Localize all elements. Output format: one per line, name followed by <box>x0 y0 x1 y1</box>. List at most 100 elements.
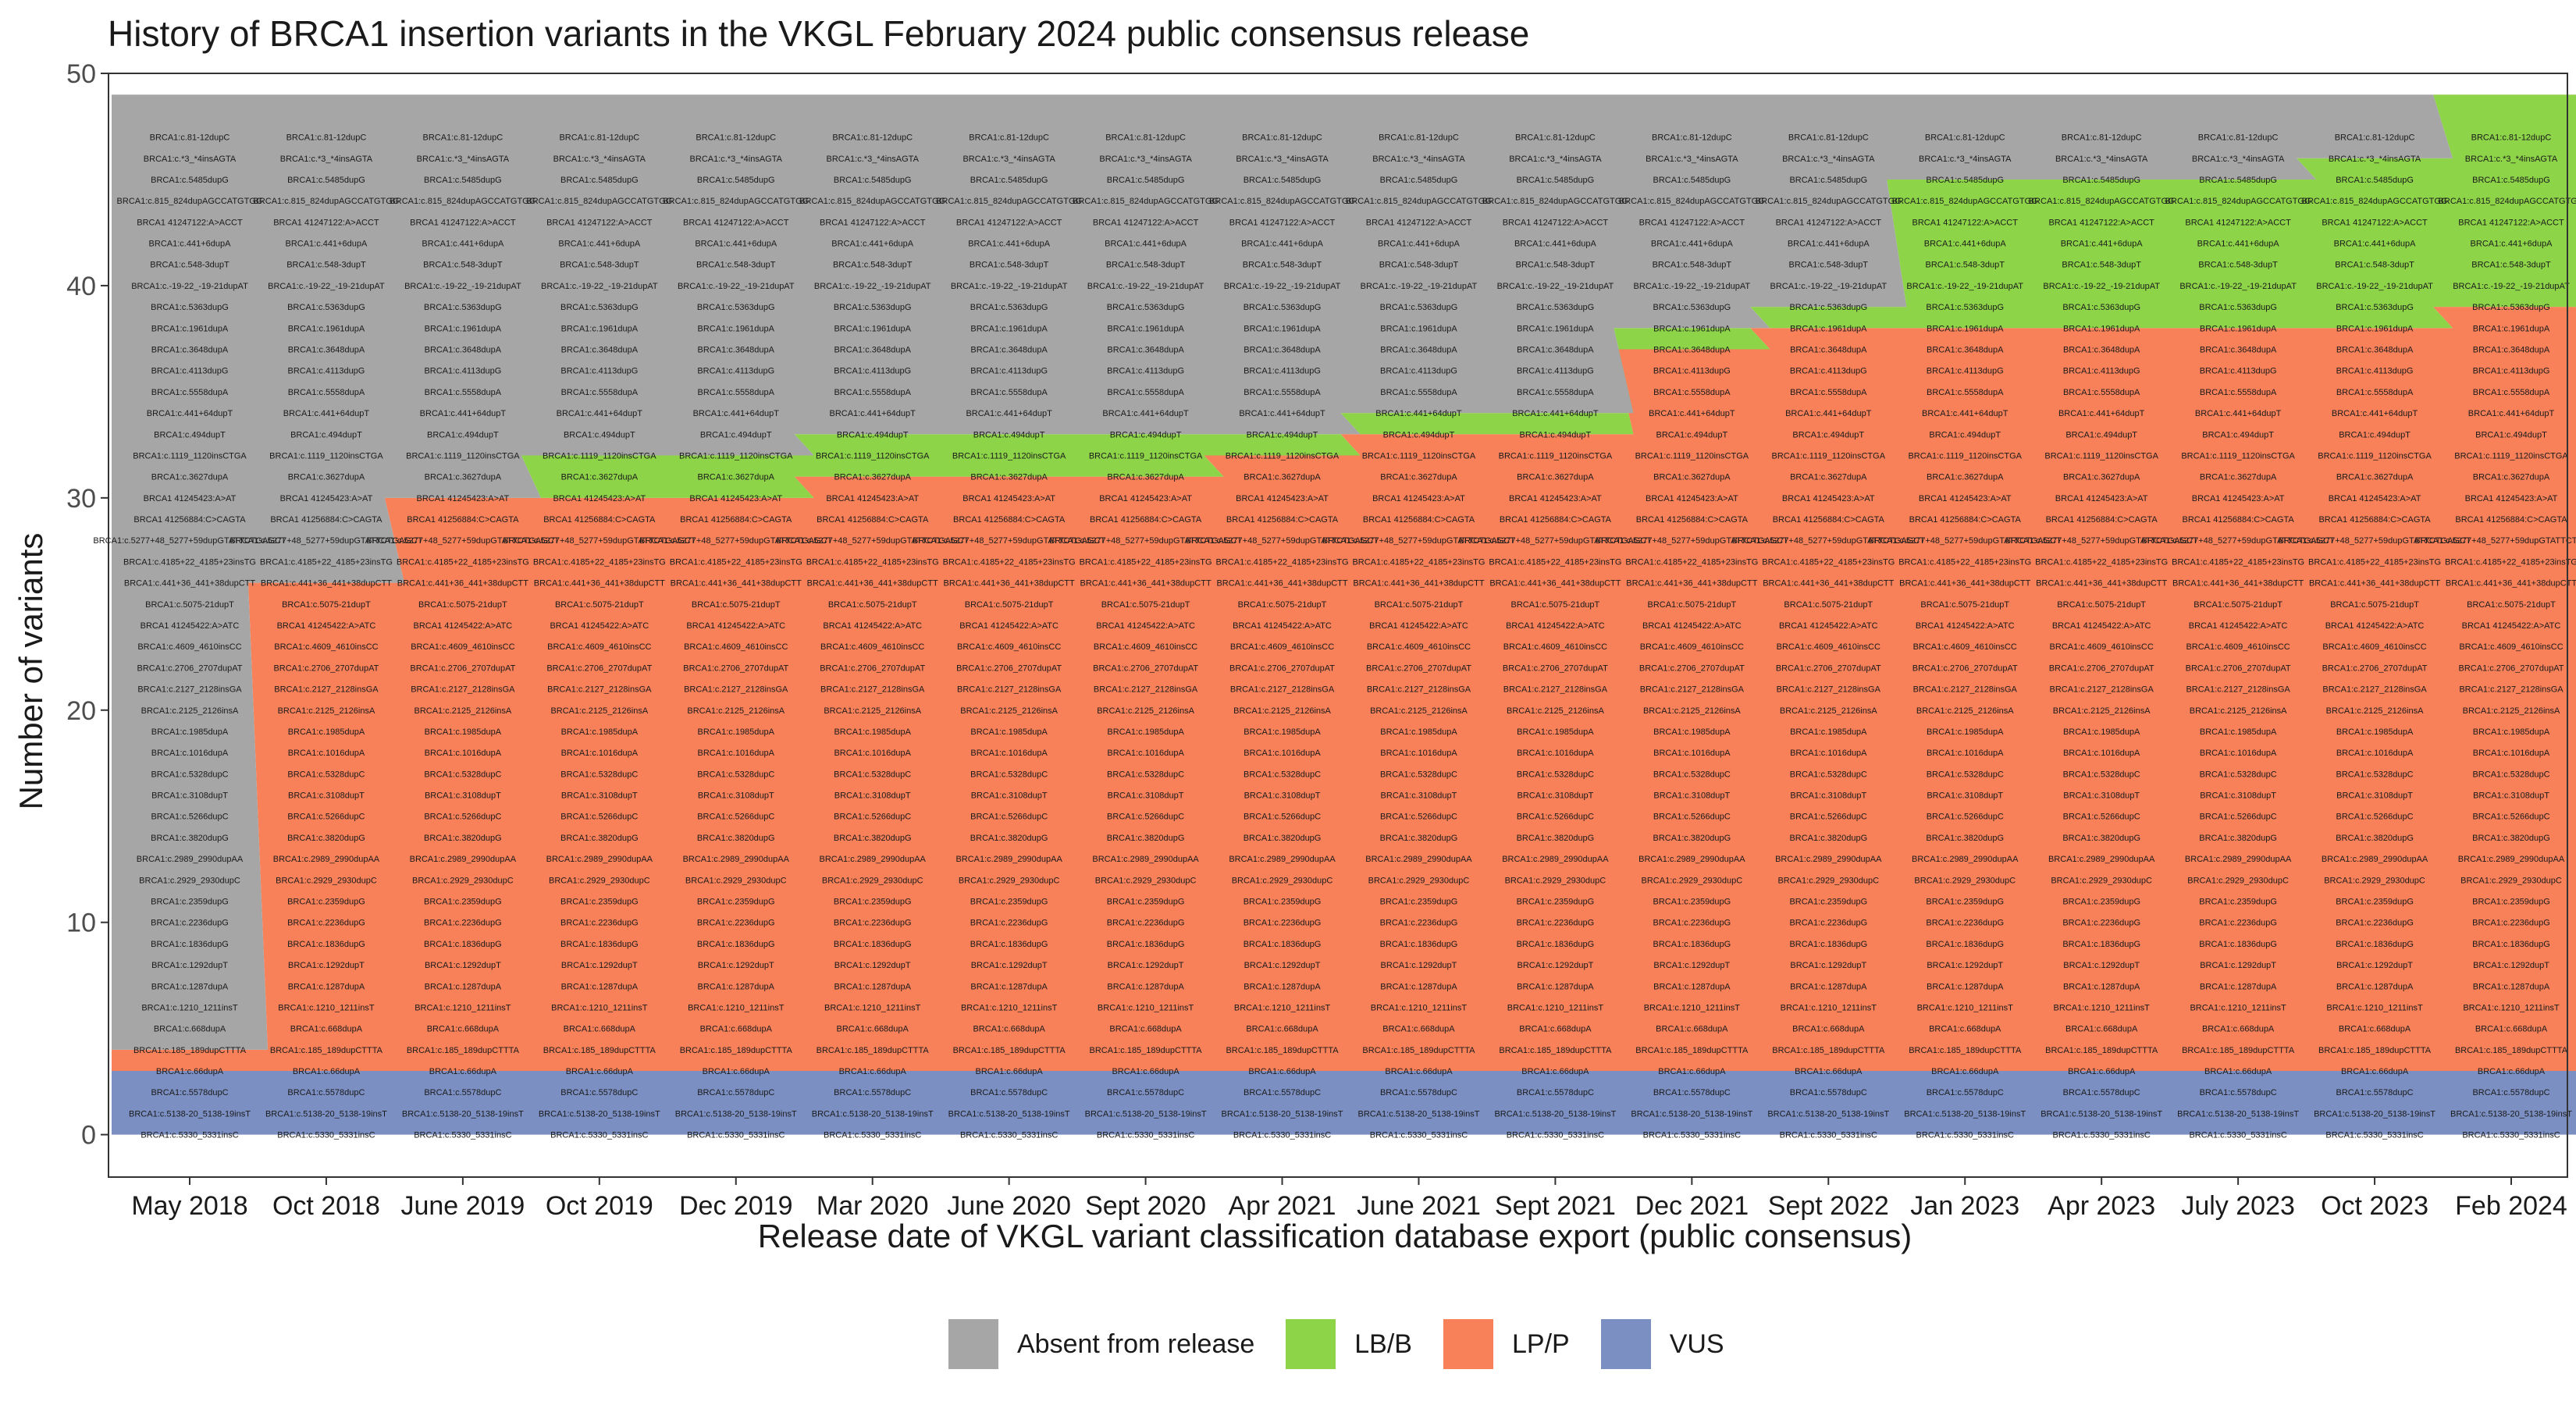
variant-label: BRCA1 41245422:A>ATC <box>1642 621 1742 631</box>
variant-label: BRCA1:c.2706_2707dupAT <box>1093 663 1198 673</box>
variant-label: BRCA1:c.-19-22_-19-21dupAT <box>2043 282 2160 291</box>
variant-label: BRCA1:c.1961dupA <box>2200 324 2277 333</box>
variant-label: BRCA1:c.668dupA <box>427 1025 500 1034</box>
variant-label: BRCA1:c.5330_5331insC <box>1507 1131 1604 1140</box>
variant-label: BRCA1:c.441+64dupT <box>1239 409 1325 418</box>
variant-label: BRCA1:c.5266dupC <box>834 813 911 822</box>
variant-label: BRCA1:c.5578dupC <box>1517 1088 1594 1097</box>
variant-label: BRCA1:c.5138-20_5138-19insT <box>1904 1109 2026 1119</box>
variant-label: BRCA1:c.1119_1120insCTGA <box>952 451 1066 461</box>
variant-label: BRCA1:c.668dupA <box>1929 1025 2001 1034</box>
variant-label: BRCA1:c.3108dupT <box>1108 791 1184 801</box>
variant-label: BRCA1:c.185_189dupCTTTA <box>543 1046 656 1055</box>
variant-label: BRCA1 41245423:A>AT <box>2055 494 2148 503</box>
variant-label: BRCA1:c.2236dupG <box>2199 919 2277 928</box>
variant-label: BRCA1:c.5363dupG <box>560 303 639 312</box>
variant-label: BRCA1:c.494dupT <box>1383 430 1455 439</box>
variant-label: BRCA1:c.2127_2128insGA <box>1640 685 1745 695</box>
variant-label: BRCA1:c.5277+48_5277+59dupGTATTCTGAGCT <box>2142 536 2335 546</box>
legend-label: VUS <box>1669 1329 1724 1359</box>
variant-label: BRCA1:c.1119_1120insCTGA <box>1362 451 1476 461</box>
variant-label: BRCA1:c.815_824dupAGCCATGTGG <box>253 197 399 206</box>
variant-label: BRCA1:c.494dupT <box>1110 430 1182 439</box>
x-tick-label: Mar 2020 <box>817 1191 929 1221</box>
variant-label: BRCA1:c.1210_1211insT <box>2190 1003 2286 1012</box>
x-tick-label: Feb 2024 <box>2455 1191 2567 1221</box>
variant-label: BRCA1:c.1016dupA <box>2200 749 2277 758</box>
variant-label: BRCA1:c.5578dupC <box>2472 1088 2549 1097</box>
variant-label: BRCA1:c.815_824dupAGCCATGTGG <box>799 197 945 206</box>
variant-label: BRCA1:c.1287dupA <box>1927 982 2004 991</box>
variant-label: BRCA1:c.1287dupA <box>1244 982 1321 991</box>
variant-label: BRCA1:c.3627dupA <box>288 473 365 482</box>
variant-label: BRCA1:c.1210_1211insT <box>1507 1003 1604 1012</box>
x-tick-label: Sept 2020 <box>1085 1191 1206 1221</box>
variant-label: BRCA1:c.4113dupG <box>2200 367 2277 376</box>
variant-label: BRCA1:c.2125_2126insA <box>415 706 512 716</box>
variant-label: BRCA1:c.3648dupA <box>2336 346 2414 355</box>
variant-label: BRCA1:c.81-12dupC <box>696 133 776 143</box>
variant-label: BRCA1:c.5075-21dupT <box>555 600 644 610</box>
variant-label: BRCA1 41247122:A>ACCT <box>683 218 789 227</box>
variant-label: BRCA1:c.2236dupG <box>2336 919 2414 928</box>
variant-label: BRCA1:c.2236dupG <box>151 919 229 928</box>
variant-label: BRCA1:c.3108dupT <box>2473 791 2549 801</box>
variant-label: BRCA1 41256884:C>CAGTA <box>1090 515 1202 525</box>
variant-label: BRCA1 41245423:A>AT <box>2192 494 2285 503</box>
variant-label: BRCA1:c.1836dupG <box>970 940 1048 949</box>
variant-label: BRCA1:c.1287dupA <box>2200 982 2277 991</box>
variant-label: BRCA1:c.1119_1120insCTGA <box>2044 451 2158 461</box>
variant-label: BRCA1:c.1210_1211insT <box>688 1003 785 1012</box>
variant-label: BRCA1:c.2706_2707dupAT <box>1503 663 1608 673</box>
variant-label: BRCA1:c.2359dupG <box>151 898 229 907</box>
variant-label: BRCA1:c.5138-20_5138-19insT <box>1358 1109 1480 1119</box>
variant-label: BRCA1:c.4185+22_4185+23insTG <box>1352 557 1485 567</box>
variant-label: BRCA1:c.1287dupA <box>1107 982 1184 991</box>
variant-label: BRCA1:c.2929_2930dupC <box>822 876 923 885</box>
variant-label: BRCA1:c.5075-21dupT <box>1784 600 1873 610</box>
variant-label: BRCA1:c.4185+22_4185+23insTG <box>1762 557 1895 567</box>
legend-item: VUS <box>1600 1319 1724 1369</box>
area-series-lb-b <box>112 94 2576 1050</box>
variant-label: BRCA1:c.66dupA <box>2341 1067 2409 1076</box>
variant-label: BRCA1:c.494dupT <box>290 430 362 439</box>
variant-label: BRCA1:c.5328dupC <box>970 770 1048 779</box>
variant-label: BRCA1:c.2989_2990dupAA <box>1775 855 1882 864</box>
variant-label: BRCA1:c.5558dupA <box>2336 388 2414 397</box>
variant-label: BRCA1:c.3820dupG <box>1517 834 1595 843</box>
variant-label: BRCA1:c.-19-22_-19-21dupAT <box>1634 282 1751 291</box>
variant-label: BRCA1 41245422:A>ATC <box>2462 621 2561 631</box>
variant-label: BRCA1:c.441+64dupT <box>1375 409 1462 418</box>
variant-label: BRCA1:c.5578dupC <box>1244 1088 1321 1097</box>
variant-label: BRCA1:c.815_824dupAGCCATGTGG <box>1756 197 1902 206</box>
variant-label: BRCA1:c.5558dupA <box>834 388 911 397</box>
variant-label: BRCA1:c.5328dupC <box>1244 770 1321 779</box>
variant-label: BRCA1 41256884:C>CAGTA <box>1773 515 1885 525</box>
variant-label: BRCA1:c.2989_2990dupAA <box>2185 855 2292 864</box>
variant-label: BRCA1 41245423:A>AT <box>553 494 646 503</box>
variant-label: BRCA1:c.1961dupA <box>425 324 502 333</box>
variant-label: BRCA1:c.548-3dupT <box>2062 261 2141 270</box>
variant-label: BRCA1:c.5363dupG <box>1926 303 2004 312</box>
variant-label: BRCA1:c.1287dupA <box>151 982 229 991</box>
variant-label: BRCA1 41247122:A>ACCT <box>820 218 926 227</box>
variant-label: BRCA1:c.441+6dupA <box>149 240 232 249</box>
variant-label: BRCA1:c.5558dupA <box>151 388 229 397</box>
variant-label: BRCA1:c.2359dupG <box>2062 898 2140 907</box>
variant-label: BRCA1:c.1292dupT <box>288 961 365 970</box>
legend-swatch <box>948 1319 998 1369</box>
variant-label: BRCA1:c.185_189dupCTTTA <box>1772 1046 1885 1055</box>
variant-label: BRCA1:c.441+36_441+38dupCTT <box>944 579 1075 589</box>
variant-label: BRCA1:c.668dupA <box>154 1025 226 1034</box>
variant-label: BRCA1:c.2236dupG <box>1517 919 1595 928</box>
variant-label: BRCA1 41247122:A>ACCT <box>410 218 516 227</box>
variant-label: BRCA1 41245422:A>ATC <box>686 621 785 631</box>
variant-label: BRCA1:c.185_189dupCTTTA <box>680 1046 793 1055</box>
variant-label: BRCA1:c.668dupA <box>1519 1025 1592 1034</box>
variant-label: BRCA1:c.5578dupC <box>834 1088 911 1097</box>
variant-label: BRCA1:c.441+64dupT <box>830 409 916 418</box>
variant-label: BRCA1:c.-19-22_-19-21dupAT <box>2316 282 2433 291</box>
variant-label: BRCA1:c.815_824dupAGCCATGTGG <box>1073 197 1219 206</box>
variant-label: BRCA1 41245423:A>AT <box>1509 494 1602 503</box>
area-series-absent-from-release <box>112 94 2576 1050</box>
